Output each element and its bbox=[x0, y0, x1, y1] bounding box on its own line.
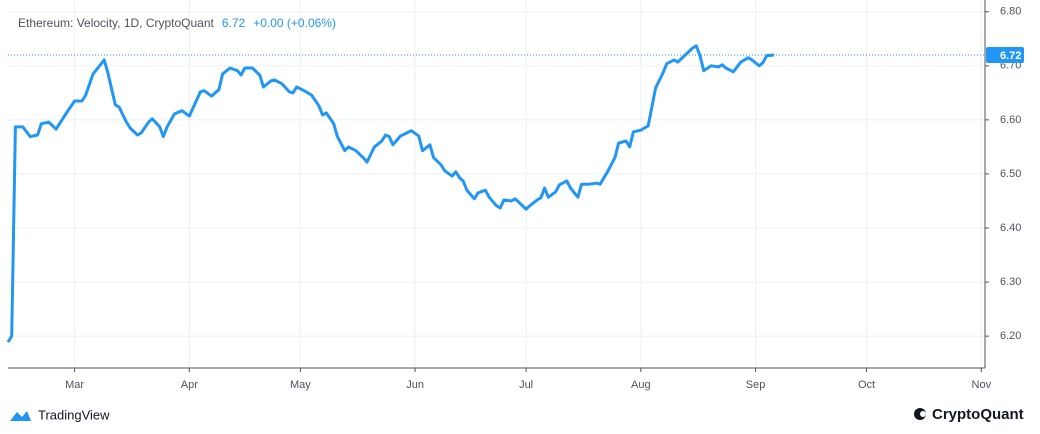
y-tick-label: 6.50 bbox=[1000, 168, 1021, 180]
y-tick-label: 6.20 bbox=[1000, 330, 1021, 342]
price-tag-label: 6.72 bbox=[1000, 50, 1021, 62]
y-tick-label: 6.30 bbox=[1000, 276, 1021, 288]
x-tick-label: May bbox=[290, 379, 311, 391]
tradingview-icon bbox=[10, 411, 31, 421]
tradingview-text: TradingView bbox=[38, 407, 110, 422]
x-tick-label: Sep bbox=[746, 379, 766, 391]
x-tick-label: Jun bbox=[406, 379, 424, 391]
x-tick-label: Nov bbox=[972, 379, 992, 391]
cryptoquant-logo: CryptoQuant bbox=[914, 406, 1024, 423]
chart-title: Ethereum: Velocity, 1D, CryptoQuant bbox=[18, 16, 215, 30]
grid bbox=[8, 0, 985, 368]
cryptoquant-text: CryptoQuant bbox=[932, 406, 1024, 423]
marks bbox=[6, 44, 985, 343]
line-series bbox=[6, 44, 775, 343]
change: +0.00 (+0.06%) bbox=[253, 16, 336, 30]
legend: Ethereum: Velocity, 1D, CryptoQuant 6.72 +… bbox=[18, 16, 336, 30]
x-tick-label: Jul bbox=[519, 379, 533, 391]
price-tag bbox=[986, 47, 1024, 64]
x-tick-label: Aug bbox=[631, 379, 651, 391]
cryptoquant-icon-cut bbox=[920, 411, 926, 417]
y-tick-label: 6.80 bbox=[1000, 6, 1021, 18]
y-tick-label: 6.60 bbox=[1000, 114, 1021, 126]
x-tick-label: Mar bbox=[65, 379, 84, 391]
x-tick-label: Apr bbox=[181, 379, 198, 391]
y-tick-label: 6.40 bbox=[1000, 222, 1021, 234]
tradingview-logo: TradingView bbox=[10, 407, 110, 422]
x-tick-label: Oct bbox=[858, 379, 875, 391]
last-value: 6.72 bbox=[222, 16, 246, 30]
